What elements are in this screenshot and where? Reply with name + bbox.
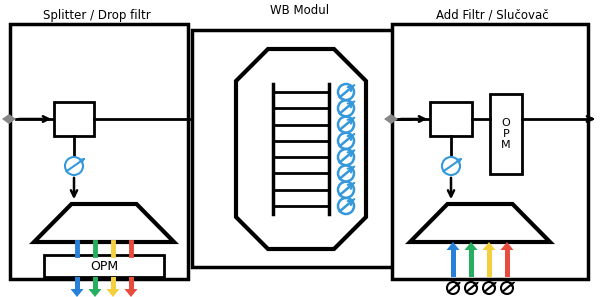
Circle shape bbox=[483, 282, 495, 294]
Bar bbox=[192, 30, 410, 267]
Polygon shape bbox=[500, 242, 514, 250]
Polygon shape bbox=[2, 114, 16, 124]
Bar bbox=[490, 94, 522, 174]
Circle shape bbox=[465, 282, 477, 294]
Bar bbox=[128, 277, 133, 289]
Polygon shape bbox=[125, 289, 137, 297]
Bar bbox=[487, 250, 491, 277]
Polygon shape bbox=[464, 242, 478, 250]
Polygon shape bbox=[410, 204, 550, 242]
Circle shape bbox=[65, 157, 83, 175]
Bar bbox=[74, 277, 79, 289]
Circle shape bbox=[338, 198, 354, 214]
Text: O
P
M: O P M bbox=[501, 118, 511, 150]
Polygon shape bbox=[34, 204, 174, 242]
Polygon shape bbox=[236, 49, 366, 249]
Bar bbox=[110, 277, 115, 289]
Text: WB Modul: WB Modul bbox=[271, 4, 329, 17]
Circle shape bbox=[338, 133, 354, 149]
Bar bbox=[10, 24, 188, 279]
Polygon shape bbox=[71, 289, 83, 297]
Circle shape bbox=[338, 149, 354, 165]
Bar bbox=[44, 255, 164, 277]
Polygon shape bbox=[384, 114, 398, 124]
Circle shape bbox=[501, 282, 513, 294]
Circle shape bbox=[442, 157, 460, 175]
Bar bbox=[505, 250, 509, 277]
Circle shape bbox=[338, 84, 354, 100]
Circle shape bbox=[338, 165, 354, 181]
Bar bbox=[92, 277, 97, 289]
Text: OPM: OPM bbox=[90, 260, 118, 273]
Polygon shape bbox=[107, 289, 119, 297]
Text: Splitter / Drop filtr: Splitter / Drop filtr bbox=[43, 9, 151, 22]
Text: Add Filtr / Slučovač: Add Filtr / Slučovač bbox=[436, 9, 548, 22]
Bar bbox=[430, 102, 472, 136]
Bar bbox=[451, 250, 455, 277]
Circle shape bbox=[338, 182, 354, 198]
Circle shape bbox=[338, 100, 354, 116]
Polygon shape bbox=[482, 242, 496, 250]
Bar bbox=[469, 250, 473, 277]
Polygon shape bbox=[446, 242, 460, 250]
Circle shape bbox=[447, 282, 459, 294]
Bar bbox=[392, 24, 588, 279]
Bar bbox=[54, 102, 94, 136]
Circle shape bbox=[338, 116, 354, 132]
Polygon shape bbox=[89, 289, 101, 297]
